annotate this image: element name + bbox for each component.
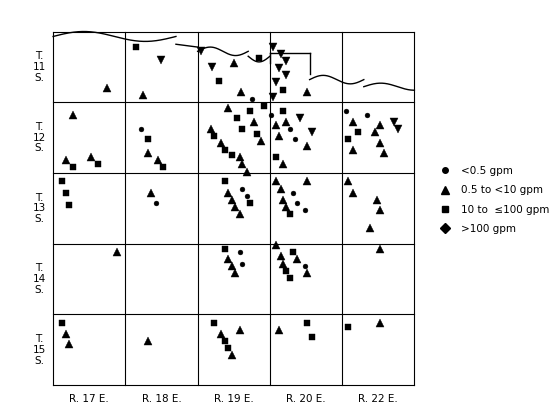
Legend: <0.5 gpm, 0.5 to <10 gpm, 10 to  ≤100 gpm, >100 gpm: <0.5 gpm, 0.5 to <10 gpm, 10 to ≤100 gpm… bbox=[434, 166, 549, 234]
Text: T.
13
S.: T. 13 S. bbox=[32, 193, 46, 224]
Text: T.
15
S.: T. 15 S. bbox=[32, 334, 46, 366]
Text: R. 17 E.: R. 17 E. bbox=[69, 394, 109, 404]
Text: T.
12
S.: T. 12 S. bbox=[32, 122, 46, 153]
Text: R. 22 E.: R. 22 E. bbox=[359, 394, 398, 404]
Text: T.
11
S.: T. 11 S. bbox=[32, 51, 46, 83]
Text: R. 18 E.: R. 18 E. bbox=[141, 394, 182, 404]
Text: T.
14
S.: T. 14 S. bbox=[32, 263, 46, 295]
Text: R. 19 E.: R. 19 E. bbox=[214, 394, 254, 404]
Text: R. 20 E.: R. 20 E. bbox=[286, 394, 326, 404]
